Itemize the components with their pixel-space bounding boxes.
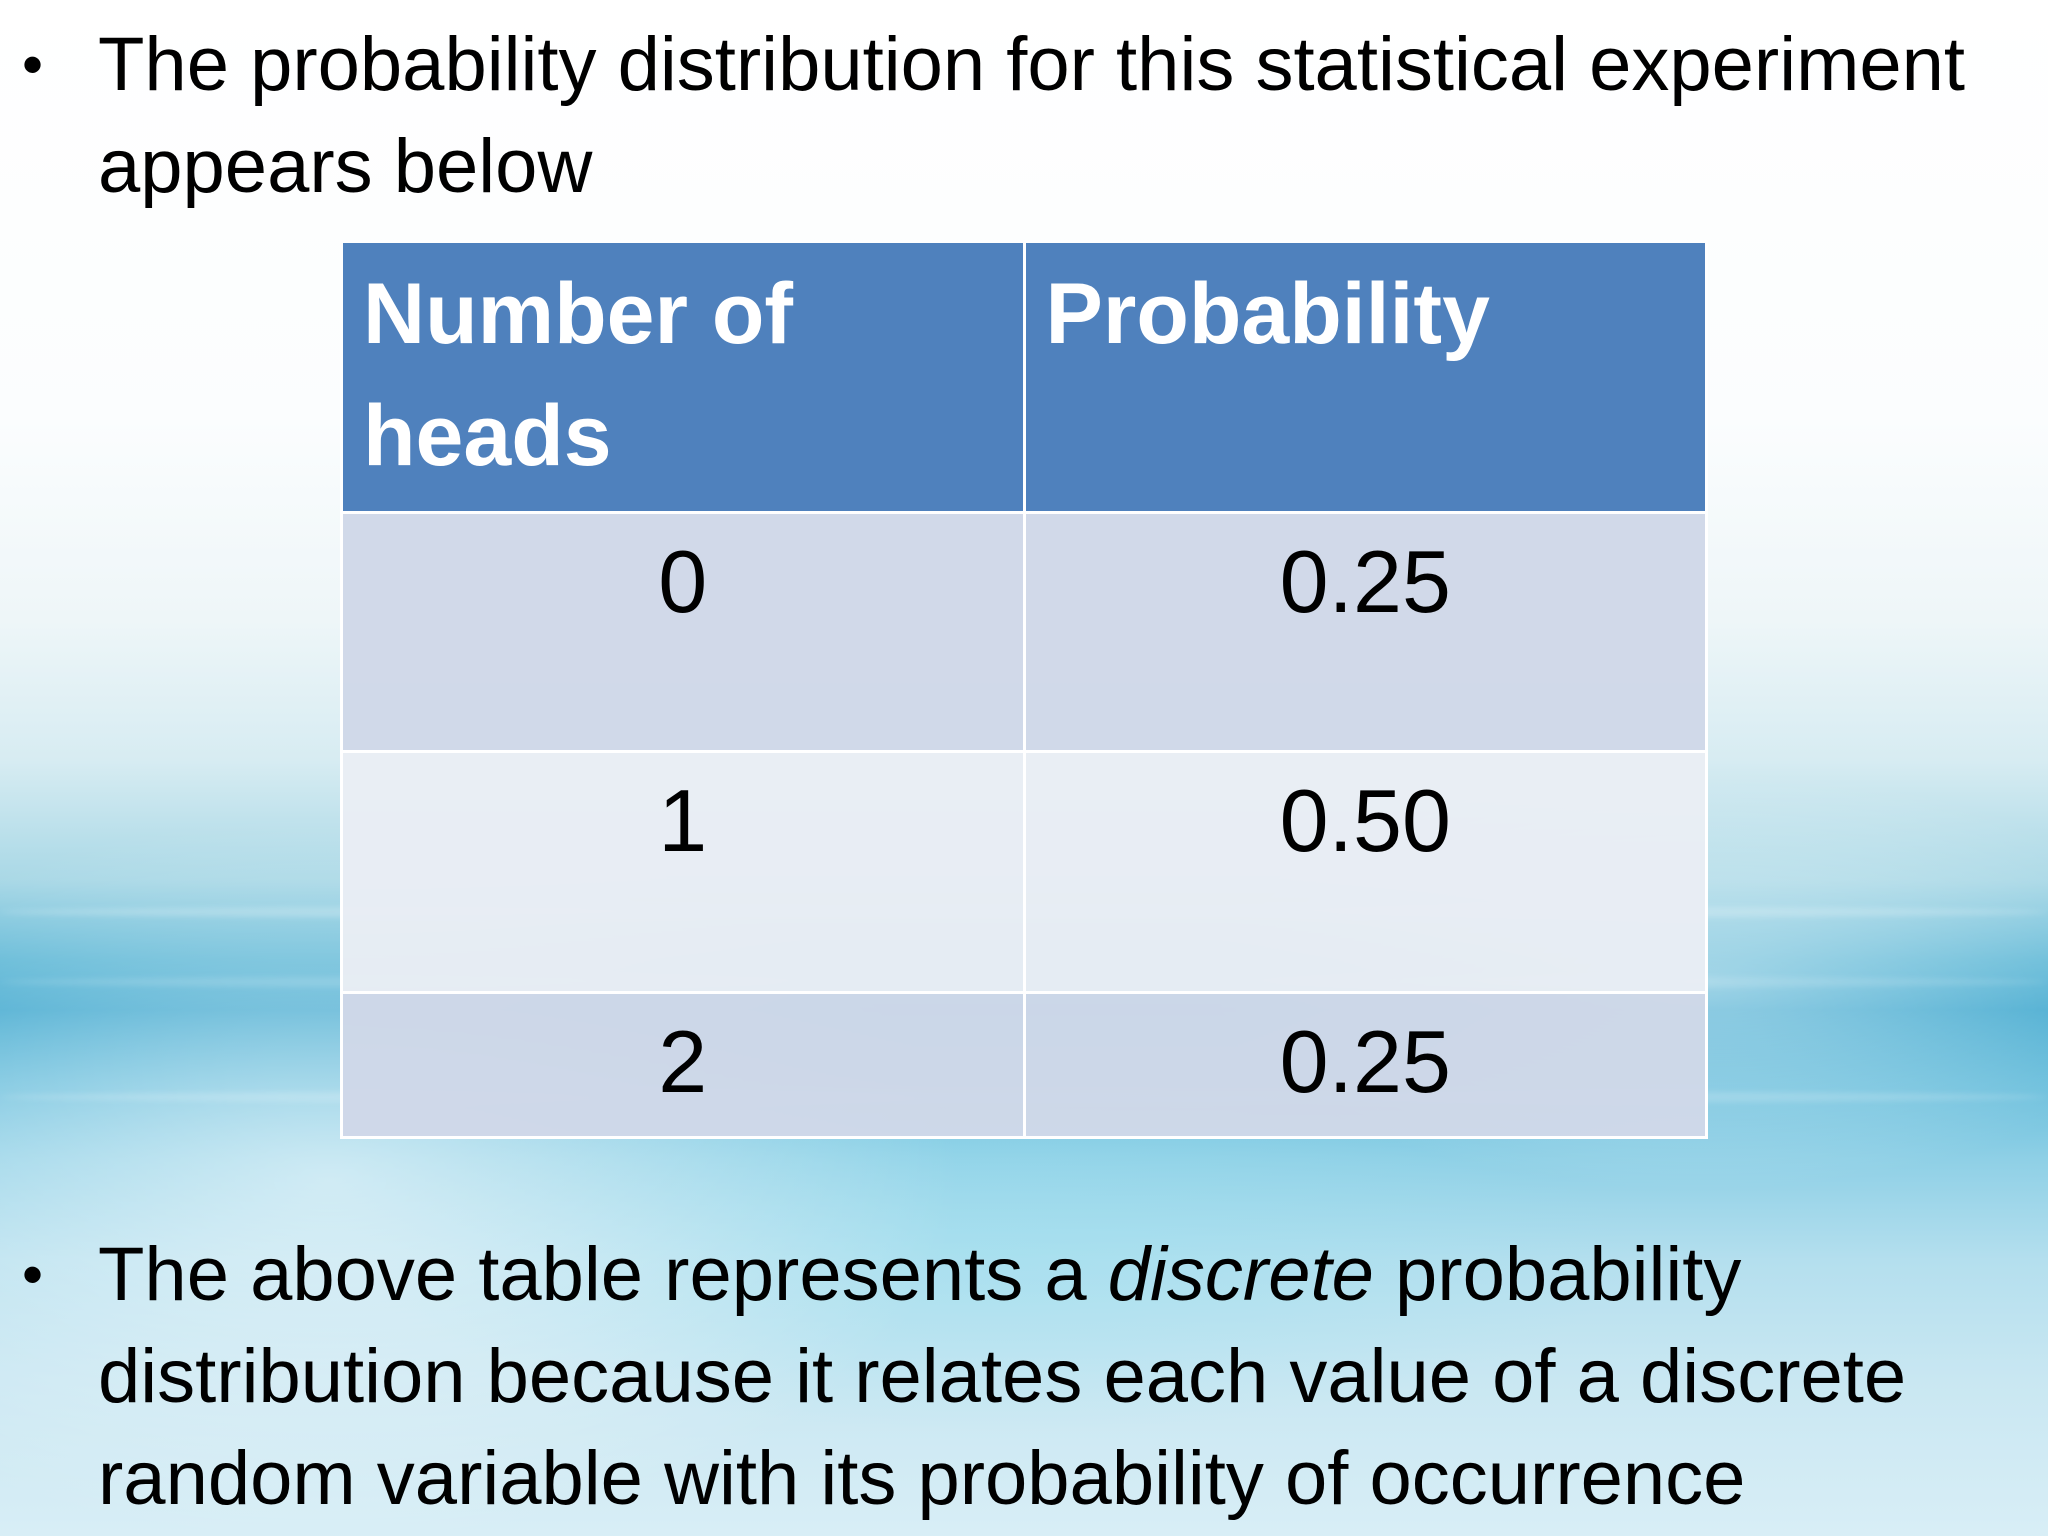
- table-row: 1 0.50: [340, 750, 1708, 994]
- table-header-row: Number of heads Probability: [340, 240, 1708, 514]
- header-number-of-heads: Number of heads: [340, 240, 1026, 514]
- cell-probability: 0.25: [1022, 511, 1708, 753]
- header-probability: Probability: [1022, 240, 1708, 514]
- cell-heads: 1: [340, 750, 1026, 994]
- bullet-text: The probability distribution for this st…: [98, 22, 1966, 209]
- cell-probability: 0.25: [1022, 991, 1708, 1139]
- bullet-marker: •: [22, 1241, 44, 1308]
- bullet-marker: •: [22, 31, 44, 98]
- cell-heads: 2: [340, 991, 1026, 1139]
- probability-table: Number of heads Probability 0 0.25 1 0.5…: [340, 240, 1708, 1139]
- bullet-text-start: The above table represents a: [98, 1232, 1108, 1317]
- cell-probability: 0.50: [1022, 750, 1708, 994]
- bullet-text-end: probability distribution because it rela…: [98, 1232, 1907, 1521]
- table-row: 0 0.25: [340, 511, 1708, 753]
- cell-heads: 0: [340, 511, 1026, 753]
- emphasis-discrete: discrete: [1107, 1232, 1374, 1317]
- bullet-text: The above table represents a discrete pr…: [98, 1224, 1998, 1530]
- table-row: 2 0.25: [340, 991, 1708, 1139]
